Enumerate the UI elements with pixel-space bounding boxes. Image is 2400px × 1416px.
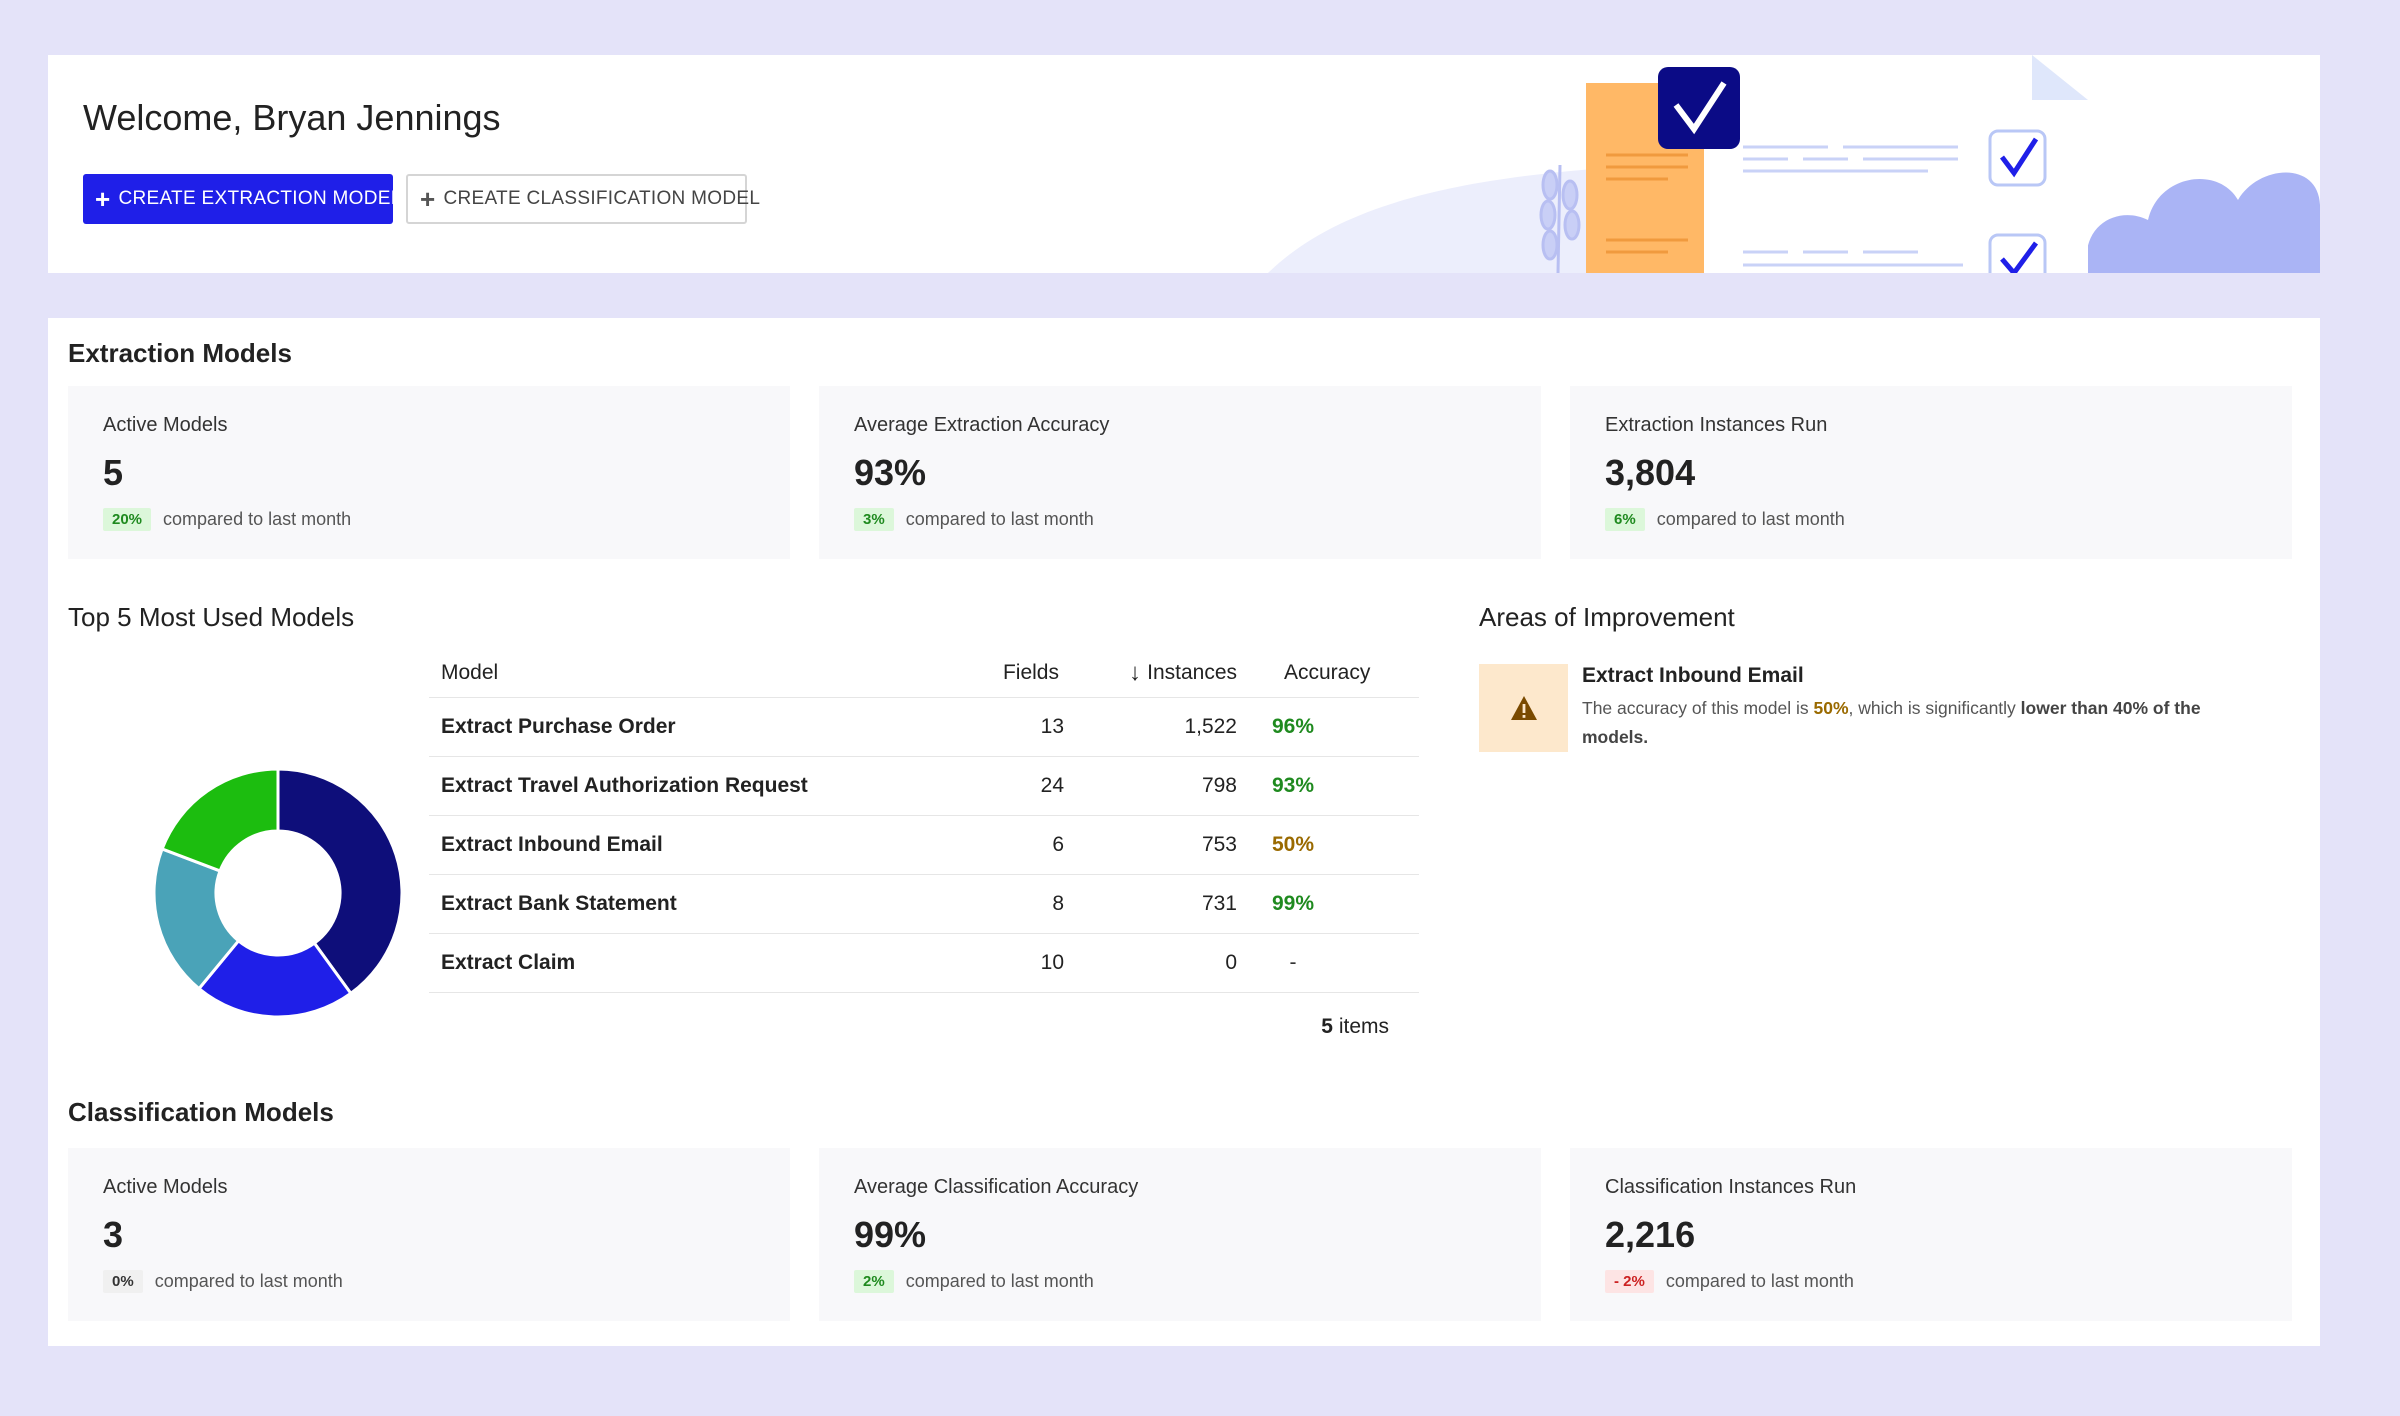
stat-value: 3,804: [1605, 452, 1696, 493]
fields-count: 10: [1040, 951, 1064, 974]
document-illustration: [1268, 55, 2320, 273]
instances-count: 0: [1225, 951, 1237, 974]
fields-count: 6: [1052, 833, 1064, 856]
compare-text: compared to last month: [154, 1271, 343, 1291]
fields-count: 13: [1040, 715, 1064, 738]
stat-card-active-classification-models: Active Models 3 0% compared to last mont…: [68, 1148, 790, 1321]
top-models-title: Top 5 Most Used Models: [68, 602, 355, 632]
table-items-count: 5 items: [1321, 1015, 1389, 1039]
table-row[interactable]: Extract Inbound Email 6 753 50%: [429, 816, 1419, 875]
accuracy-value: 93%: [1271, 774, 1315, 797]
stat-label: Active Models: [103, 414, 228, 436]
stat-value: 2,216: [1605, 1214, 1696, 1255]
dashboard-panel: Extraction Models Active Models 5 20% co…: [48, 318, 2320, 1346]
plus-icon: +: [95, 184, 111, 214]
warning-icon: [1510, 696, 1537, 720]
create-classification-model-label: Create Classification Model: [443, 188, 761, 209]
stat-card-classification-instances-run: Classification Instances Run 2,216 - 2% …: [1570, 1148, 2292, 1321]
model-name: Extract Inbound Email: [441, 833, 663, 856]
model-name: Extract Travel Authorization Request: [441, 774, 808, 797]
model-name: Extract Purchase Order: [441, 715, 676, 738]
create-classification-model-button[interactable]: + Create Classification Model: [406, 174, 760, 224]
accuracy-value: 96%: [1271, 715, 1315, 738]
change-badge: 3%: [854, 508, 894, 531]
donut-slice[interactable]: [152, 846, 241, 991]
models-usage-donut-chart: [152, 767, 404, 1019]
stat-value: 93%: [854, 452, 927, 493]
create-extraction-model-label: Create Extraction Model: [118, 188, 402, 209]
fields-count: 8: [1052, 892, 1064, 915]
instances-count: 798: [1201, 774, 1237, 797]
desc-middle: , which is significantly: [1848, 698, 2021, 718]
table-header-row: Model Fields ↓ Instances Accuracy: [429, 648, 1419, 698]
stat-label: Active Models: [103, 1176, 228, 1198]
table-row[interactable]: Extract Bank Statement 8 731 99%: [429, 875, 1419, 934]
donut-slice[interactable]: [196, 938, 353, 1019]
stat-card-extraction-instances-run: Extraction Instances Run 3,804 6% compar…: [1570, 386, 2292, 559]
stat-card-active-models: Active Models 5 20% compared to last mon…: [68, 386, 790, 559]
column-header-model[interactable]: Model: [441, 660, 499, 684]
stat-comparison: - 2% compared to last month: [1605, 1270, 1854, 1293]
table-row[interactable]: Extract Travel Authorization Request 24 …: [429, 757, 1419, 816]
compare-text: compared to last month: [1656, 509, 1845, 529]
plus-icon: +: [420, 184, 436, 214]
classification-models-title: Classification Models: [68, 1097, 334, 1127]
desc-emphasis: lower than 40% of the models.: [1582, 698, 2201, 747]
improvement-item-title: Extract Inbound Email: [1582, 664, 1804, 687]
stat-label: Average Classification Accuracy: [854, 1176, 1139, 1198]
stat-comparison: 2% compared to last month: [854, 1270, 1094, 1293]
stat-value: 99%: [854, 1214, 927, 1255]
stat-comparison: 3% compared to last month: [854, 508, 1094, 531]
stat-comparison: 20% compared to last month: [103, 508, 351, 531]
items-count-number: 5: [1321, 1015, 1333, 1038]
stat-value: 5: [103, 452, 124, 493]
areas-of-improvement-title: Areas of Improvement: [1479, 602, 1735, 632]
accuracy-value: 99%: [1271, 892, 1315, 915]
model-name: Extract Claim: [441, 951, 576, 974]
instances-count: 731: [1201, 892, 1237, 915]
stat-comparison: 6% compared to last month: [1605, 508, 1845, 531]
accuracy-value: -: [1289, 951, 1297, 974]
stat-card-average-classification-accuracy: Average Classification Accuracy 99% 2% c…: [819, 1148, 1541, 1321]
change-badge: 2%: [854, 1270, 894, 1293]
desc-accuracy-value: 50%: [1813, 698, 1849, 718]
extraction-models-title: Extraction Models: [68, 338, 292, 368]
instances-count: 1,522: [1184, 715, 1237, 738]
change-badge: 0%: [103, 1270, 143, 1293]
column-header-fields[interactable]: Fields: [1002, 660, 1059, 684]
stat-label: Classification Instances Run: [1605, 1176, 1857, 1198]
welcome-banner: Welcome, Bryan Jennings + Create Extract…: [48, 55, 2320, 273]
column-header-instances[interactable]: Instances: [1147, 660, 1237, 684]
compare-text: compared to last month: [905, 509, 1094, 529]
desc-prefix: The accuracy of this model is: [1582, 698, 1814, 718]
model-name: Extract Bank Statement: [441, 892, 677, 915]
fields-count: 24: [1040, 774, 1064, 797]
improvement-item-description: The accuracy of this model is 50%, which…: [1582, 694, 2252, 752]
create-extraction-model-button[interactable]: + Create Extraction Model: [83, 174, 401, 224]
compare-text: compared to last month: [1665, 1271, 1854, 1291]
items-count-label: items: [1338, 1015, 1389, 1038]
table-row[interactable]: Extract Purchase Order 13 1,522 96%: [429, 698, 1419, 757]
donut-slice[interactable]: [160, 767, 280, 873]
stat-label: Extraction Instances Run: [1605, 414, 1828, 436]
welcome-heading: Welcome, Bryan Jennings: [83, 97, 501, 138]
table-row[interactable]: Extract Claim 10 0 -: [429, 934, 1419, 993]
sort-descending-icon[interactable]: ↓: [1129, 658, 1141, 686]
top-models-table: Model Fields ↓ Instances Accuracy Extrac…: [429, 648, 1419, 1038]
compare-text: compared to last month: [163, 509, 352, 529]
accuracy-value: 50%: [1271, 833, 1315, 856]
stat-value: 3: [103, 1214, 124, 1255]
stat-comparison: 0% compared to last month: [103, 1270, 343, 1293]
instances-count: 753: [1201, 833, 1237, 856]
stat-card-average-extraction-accuracy: Average Extraction Accuracy 93% 3% compa…: [819, 386, 1541, 559]
change-badge: 20%: [103, 508, 152, 531]
change-badge: - 2%: [1605, 1270, 1654, 1293]
compare-text: compared to last month: [905, 1271, 1094, 1291]
stat-label: Average Extraction Accuracy: [854, 414, 1110, 436]
donut-slice[interactable]: [276, 767, 404, 996]
column-header-accuracy[interactable]: Accuracy: [1284, 660, 1371, 684]
warning-icon-box: [1479, 664, 1568, 752]
change-badge: 6%: [1605, 508, 1645, 531]
